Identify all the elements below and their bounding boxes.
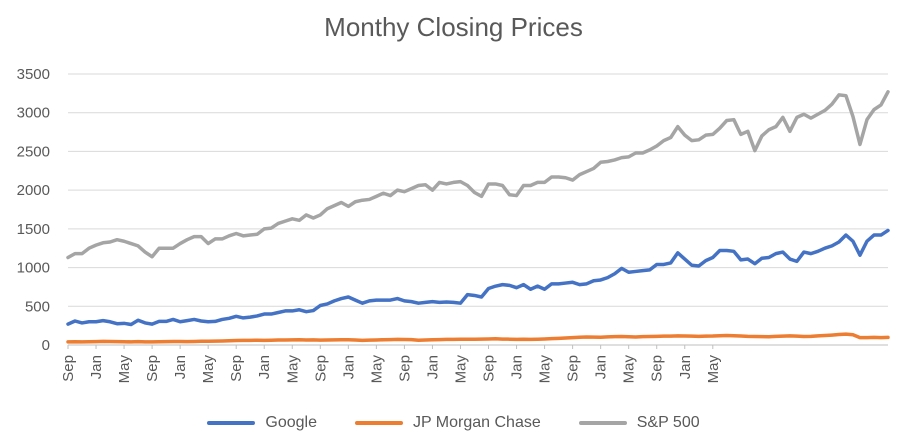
x-tick-label: Jan	[424, 355, 441, 379]
x-tick-label: May	[116, 355, 133, 384]
y-tick-label: 2500	[17, 143, 50, 160]
legend-item-google: Google	[207, 414, 317, 432]
x-tick-label: Jan	[340, 355, 357, 379]
x-tick-label: Sep	[60, 355, 77, 382]
x-tick-label: Jan	[256, 355, 273, 379]
y-tick-label: 3500	[17, 66, 50, 83]
legend-label-sp-500: S&P 500	[636, 414, 700, 431]
x-axis	[67, 344, 888, 349]
chart-title: Monthy Closing Prices	[324, 12, 583, 42]
x-tick-label: Sep	[396, 355, 413, 382]
x-tick-label: Sep	[312, 355, 329, 382]
y-tick-label: 0	[42, 337, 50, 354]
x-tick-label: May	[284, 355, 301, 384]
x-tick-label: May	[452, 355, 469, 384]
x-tick-label: May	[368, 355, 385, 384]
x-tick-label: Jan	[593, 355, 610, 379]
legend-label-jp-morgan-chase: JP Morgan Chase	[412, 414, 541, 431]
x-axis-tick-labels: Sep Jan May Sep Jan May Sep Jan May Sep Jan May Sep J…	[60, 355, 722, 384]
x-tick-label: May	[537, 355, 554, 384]
legend-swatch-google	[207, 421, 256, 425]
x-tick-label: May	[200, 355, 217, 384]
x-tick-label: Jan	[172, 355, 189, 379]
legend: Google JP Morgan Chase S&P 500	[0, 414, 907, 432]
x-tick-label: Jan	[88, 355, 105, 379]
x-tick-label: Sep	[565, 355, 582, 382]
gridlines	[68, 73, 888, 307]
x-tick-label: Sep	[144, 355, 161, 382]
y-tick-label: 500	[25, 298, 50, 315]
x-tick-label: Jan	[509, 355, 526, 379]
series-line-google	[66, 228, 890, 327]
x-tick-label: Jan	[677, 355, 694, 379]
legend-swatch-sp-500	[578, 421, 627, 425]
x-tick-label: Sep	[228, 355, 245, 382]
legend-item-jp-morgan-chase: JP Morgan Chase	[354, 414, 541, 432]
x-tick-label: Sep	[649, 355, 666, 382]
series-lines	[66, 90, 890, 344]
series-line-s-p-500	[66, 90, 890, 260]
y-tick-label: 1500	[17, 221, 50, 238]
legend-swatch-jp-morgan-chase	[354, 421, 403, 425]
legend-item-sp-500: S&P 500	[578, 414, 700, 432]
legend-label-google: Google	[265, 414, 317, 431]
x-tick-label: Sep	[481, 355, 498, 382]
y-axis-tick-labels: 0 500 1000 1500 2000 2500 3000 3500	[17, 66, 50, 354]
y-tick-label: 1000	[17, 260, 50, 277]
x-tick-label: May	[705, 355, 722, 384]
y-tick-label: 2000	[17, 182, 50, 199]
y-tick-label: 3000	[17, 105, 50, 122]
series-line-jp-morgan-chase	[66, 332, 890, 344]
x-tick-label: May	[621, 355, 638, 384]
